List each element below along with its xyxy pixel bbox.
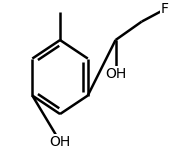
Text: F: F xyxy=(161,2,169,16)
Text: OH: OH xyxy=(105,67,126,81)
Text: OH: OH xyxy=(49,135,71,149)
